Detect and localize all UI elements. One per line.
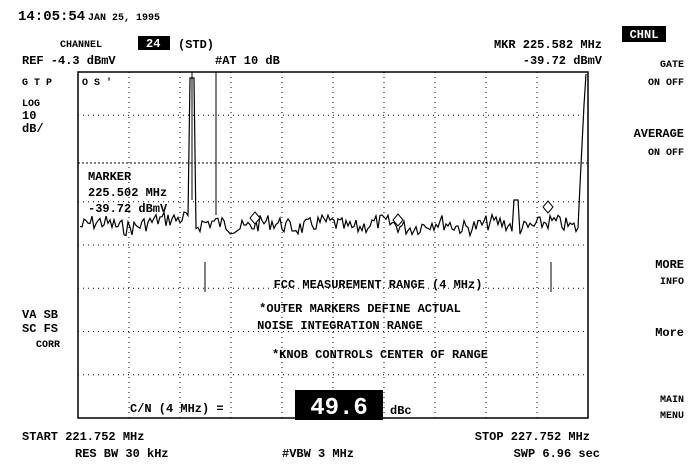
marker-diamond bbox=[542, 200, 554, 214]
marker-diamond bbox=[249, 211, 261, 225]
flag: SC FS bbox=[22, 322, 58, 336]
channel-box bbox=[138, 36, 170, 50]
softkey[interactable]: ON OFF bbox=[648, 148, 684, 159]
marker-level: -39.72 dBmV bbox=[523, 54, 603, 68]
scale: LOG bbox=[22, 99, 40, 110]
result-unit: dBc bbox=[390, 404, 412, 418]
softkey[interactable]: MENU bbox=[660, 411, 684, 422]
markers bbox=[249, 200, 554, 227]
ref-level: REF -4.3 dBmV bbox=[22, 54, 116, 68]
channel-label: CHANNEL bbox=[60, 40, 102, 51]
softkey[interactable]: ON OFF bbox=[648, 78, 684, 89]
time: 14:05:54 bbox=[18, 9, 85, 25]
softkey[interactable]: GATE bbox=[660, 60, 684, 71]
flag: VA SB bbox=[22, 308, 58, 322]
range-label: FCC MEASUREMENT RANGE (4 MHz) bbox=[274, 278, 483, 292]
stop-freq: STOP 227.752 MHz bbox=[475, 430, 590, 444]
softkey-active[interactable] bbox=[622, 26, 666, 42]
softkey[interactable]: INFO bbox=[660, 277, 684, 288]
date: JAN 25, 1995 bbox=[88, 13, 160, 24]
attenuation: #AT 10 dB bbox=[215, 54, 280, 68]
marker-title: MARKER bbox=[88, 170, 132, 184]
note: NOISE INTEGRATION RANGE bbox=[257, 319, 423, 333]
softkey[interactable]: More bbox=[655, 326, 684, 340]
result-label: C/N (4 MHz) = bbox=[130, 402, 224, 416]
softkey[interactable]: MORE bbox=[655, 258, 684, 272]
sweep: SWP 6.96 sec bbox=[514, 447, 600, 461]
vbw: #VBW 3 MHz bbox=[282, 447, 354, 461]
trace bbox=[79, 73, 587, 238]
graticule-lines bbox=[78, 72, 588, 418]
result-box bbox=[295, 390, 383, 420]
rbw: RES BW 30 kHz bbox=[75, 447, 169, 461]
result-value: 49.6 bbox=[310, 395, 368, 422]
softkey[interactable]: MAIN bbox=[660, 395, 684, 406]
start-freq: START 221.752 MHz bbox=[22, 430, 144, 444]
flag: CORR bbox=[36, 340, 60, 351]
softkey[interactable]: CHNL bbox=[630, 28, 659, 42]
marker-level: -39.72 dBmV bbox=[88, 202, 168, 216]
status: G T P bbox=[22, 78, 52, 89]
channel: 24 bbox=[146, 37, 160, 51]
standard: (STD) bbox=[178, 38, 214, 52]
marker-diamond bbox=[392, 213, 404, 227]
softkey[interactable]: AVERAGE bbox=[634, 127, 684, 141]
marker-freq: MKR 225.582 MHz bbox=[494, 38, 602, 52]
scale: dB/ bbox=[22, 122, 44, 136]
marker-freq: 225.502 MHz bbox=[88, 186, 167, 200]
scale: 10 bbox=[22, 109, 36, 123]
status: O S ' bbox=[82, 77, 112, 89]
note: *KNOB CONTROLS CENTER OF RANGE bbox=[272, 348, 488, 362]
note: *OUTER MARKERS DEFINE ACTUAL bbox=[259, 302, 461, 316]
